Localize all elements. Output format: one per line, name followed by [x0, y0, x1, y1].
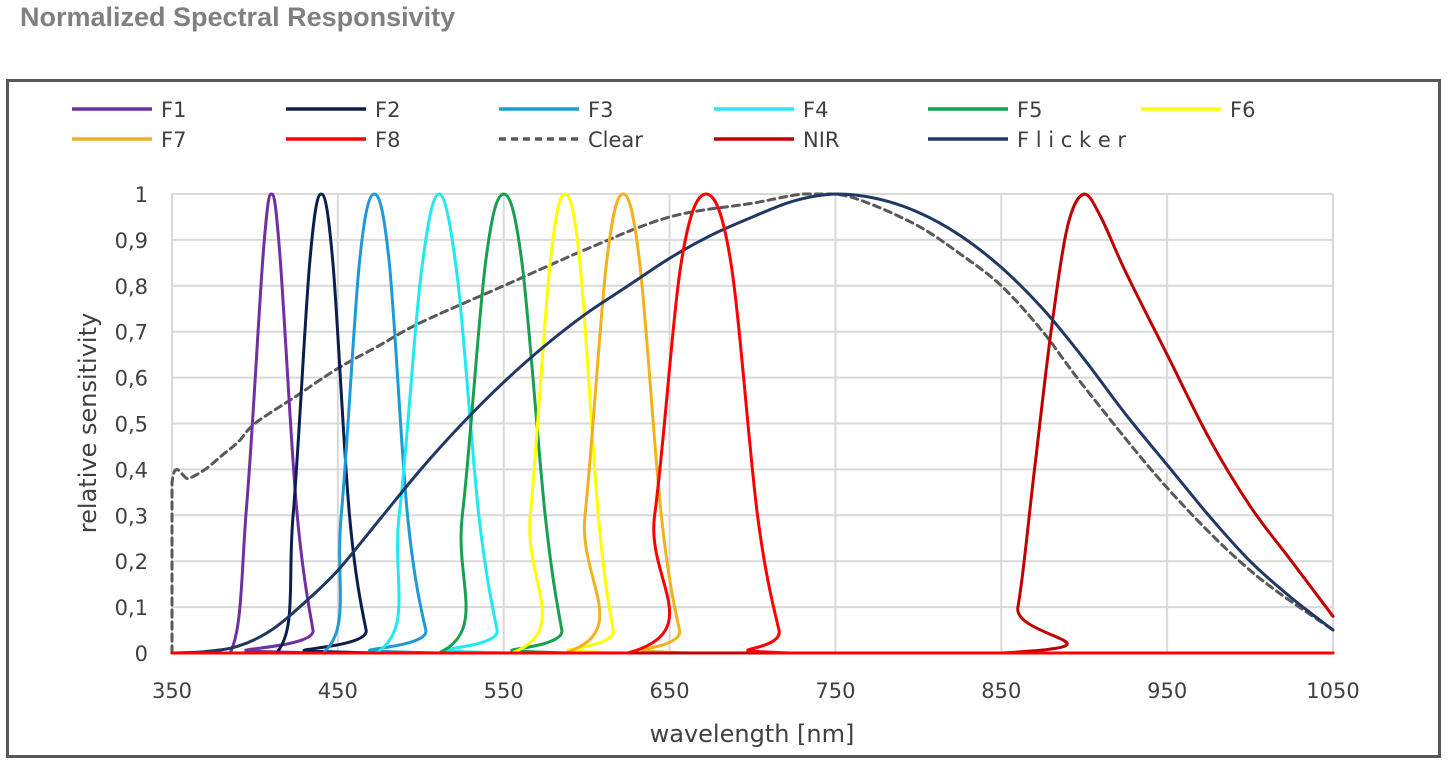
legend-item-f5: F5 — [928, 98, 1042, 122]
y-tick-label: 0,8 — [115, 275, 148, 299]
legend-label: F5 — [1017, 98, 1042, 122]
y-tick-label: 0,3 — [115, 504, 148, 528]
legend-label: F6 — [1230, 98, 1255, 122]
y-tick-label: 1 — [135, 183, 148, 207]
legend-label: Clear — [588, 128, 643, 152]
legend-item-f7: F7 — [72, 128, 186, 152]
legend-item-f4: F4 — [714, 98, 828, 122]
y-tick-label: 0,9 — [115, 229, 148, 253]
series-line-f8 — [170, 192, 1335, 655]
series-line-clear — [170, 192, 1335, 655]
x-tick-label: 950 — [1147, 679, 1187, 703]
series-layer — [170, 192, 1335, 655]
legend-item-f1: F1 — [72, 98, 186, 122]
x-tick-label: 650 — [650, 679, 690, 703]
legend-label: F l i c k e r — [1017, 128, 1126, 152]
y-axis-label: relative sensitivity — [74, 313, 102, 533]
x-tick-label: 550 — [484, 679, 524, 703]
legend-item-nir: NIR — [714, 128, 840, 152]
legend-label: F8 — [375, 128, 400, 152]
y-tick-label: 0,6 — [115, 367, 148, 391]
y-tick-label: 0,5 — [115, 413, 148, 437]
legend-item-clear: Clear — [499, 128, 643, 152]
legend-item-f8: F8 — [286, 128, 400, 152]
legend-item-f2: F2 — [286, 98, 400, 122]
legend-item-f3: F3 — [499, 98, 613, 122]
x-tick-label: 750 — [815, 679, 855, 703]
legend-label: F7 — [161, 128, 186, 152]
y-tick-label: 0,1 — [115, 596, 148, 620]
legend-label: F3 — [588, 98, 613, 122]
y-tick-label: 0,4 — [115, 458, 148, 482]
x-tick-label: 350 — [152, 679, 192, 703]
x-tick-label: 850 — [981, 679, 1021, 703]
ticks-layer: 0 0,1 0,2 0,3 0,4 0,5 0,6 0,7 0,8 0,9 1 350 450 550 65… — [115, 183, 1360, 703]
y-tick-label: 0 — [135, 642, 148, 666]
y-tick-label: 0,7 — [115, 321, 148, 345]
legend-item-f6: F6 — [1141, 98, 1255, 122]
legend-label: F2 — [375, 98, 400, 122]
page-title: Normalized Spectral Responsivity — [20, 2, 456, 32]
y-tick-label: 0,2 — [115, 550, 148, 574]
legend-label: F4 — [803, 98, 828, 122]
legend-label: NIR — [803, 128, 840, 152]
x-tick-label: 1050 — [1306, 679, 1359, 703]
legend-item-flicker: F l i c k e r — [928, 128, 1126, 152]
series-line-flicker — [170, 192, 1335, 655]
legend: F1 F2 F3 F4 F5 F6 F7 F8 Clear NIR F l i c k e r — [72, 98, 1255, 152]
grid-layer — [171, 193, 1334, 654]
x-axis-label: wavelength [nm] — [650, 720, 855, 748]
legend-label: F1 — [161, 98, 186, 122]
x-tick-label: 450 — [318, 679, 358, 703]
